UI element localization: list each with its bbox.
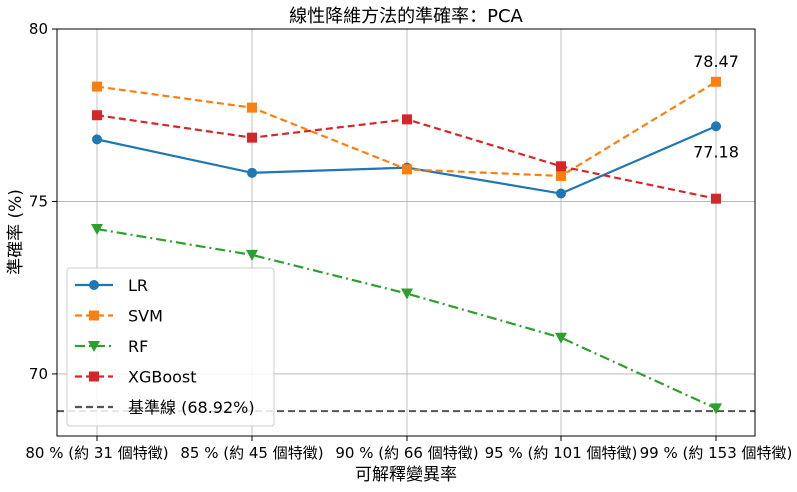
x-tick-label: 85 % (約 45 個特徵) <box>180 444 323 462</box>
data-point-lr <box>92 134 102 145</box>
legend-label: LR <box>128 276 148 295</box>
data-point-rf <box>555 332 567 344</box>
series-line-rf <box>96 227 717 410</box>
y-axis-label: 準確率 (%) <box>6 189 26 275</box>
series-line-lr <box>96 125 717 195</box>
data-label: 78.47 <box>693 52 739 71</box>
legend-label: SVM <box>128 307 163 326</box>
data-point-svm <box>247 102 257 113</box>
y-tick-label: 80 <box>29 20 48 38</box>
data-point-xgboost <box>556 161 566 172</box>
legend-marker <box>89 371 99 382</box>
data-point-svm <box>556 170 566 181</box>
legend-label: RF <box>128 337 148 356</box>
legend-marker <box>89 280 99 290</box>
data-point-lr <box>247 167 257 178</box>
data-point-xgboost <box>247 132 257 143</box>
data-point-xgboost <box>92 110 102 121</box>
plot-area-frame <box>56 28 756 437</box>
legend-marker <box>88 341 100 352</box>
x-tick-label: 95 % (約 101 個特徵) <box>485 444 638 462</box>
data-point-svm <box>711 76 721 87</box>
data-label: 77.18 <box>693 142 739 161</box>
chart-title: 線性降維方法的準確率：PCA <box>289 6 523 27</box>
legend-box <box>66 267 275 427</box>
x-tick-label: 80 % (約 31 個特徵) <box>25 444 168 462</box>
series-line-xgboost <box>96 114 717 200</box>
data-point-lr <box>711 121 721 132</box>
data-point-svm <box>92 81 102 92</box>
legend-label: XGBoost <box>128 368 197 387</box>
y-tick-label: 70 <box>29 365 48 383</box>
y-tick-label: 75 <box>29 192 48 210</box>
x-tick-label: 90 % (約 66 個特徵) <box>335 444 478 462</box>
data-point-rf <box>91 224 103 236</box>
legend: LR SVM RF XGBoost 基準線 (68.92%) <box>66 267 275 427</box>
data-point-rf <box>401 288 413 300</box>
data-point-xgboost <box>402 114 412 125</box>
x-axis-label: 可解釋變異率 <box>355 465 457 485</box>
data-point-lr <box>556 188 566 199</box>
legend-marker <box>89 310 99 321</box>
data-point-xgboost <box>711 193 721 204</box>
data-point-rf <box>710 403 722 415</box>
data-point-svm <box>402 164 412 175</box>
legend-label: 基準線 (68.92%) <box>128 398 255 417</box>
x-tick-label: 99 % (約 153 個特徵) <box>640 444 793 462</box>
data-point-rf <box>246 249 258 261</box>
